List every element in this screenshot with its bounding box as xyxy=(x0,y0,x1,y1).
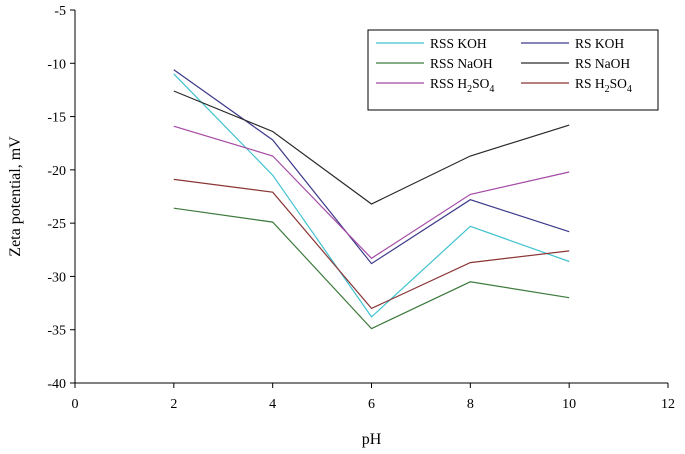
y-tick-label: -40 xyxy=(47,377,66,392)
series-line-rss-koh xyxy=(173,73,570,318)
series-line-rs-koh xyxy=(173,69,570,265)
x-tick-label: 8 xyxy=(467,397,474,412)
y-tick-label: -25 xyxy=(47,217,66,232)
x-tick-label: 12 xyxy=(661,397,675,412)
legend-label-rs-naoh: RS NaOH xyxy=(575,56,630,71)
y-axis-title: Zeta potential, mV xyxy=(7,136,24,257)
plot-area: 0 2 4 6 8 10 12 -40 -35 -30 -25 -20 -15 -10 -5 xyxy=(47,4,675,412)
x-ticks: 0 2 4 6 8 10 12 xyxy=(72,383,675,412)
legend-label-rss-h2so4: RSS H2SO4 xyxy=(430,76,494,95)
y-ticks: -40 -35 -30 -25 -20 -15 -10 -5 xyxy=(47,4,75,392)
series-line-rs-h2so4 xyxy=(173,178,570,310)
x-tick-label: 4 xyxy=(269,397,276,412)
y-tick-label: -5 xyxy=(54,4,66,19)
x-tick-label: 0 xyxy=(72,397,79,412)
legend: RSS KOH RS KOH RSS NaOH RS NaOH RSS H2SO4 RS … xyxy=(367,29,659,111)
legend-label-rss-naoh: RSS NaOH xyxy=(430,56,493,71)
legend-label-rs-koh: RS KOH xyxy=(575,36,624,51)
legend-label-rs-h2so4: RS H2SO4 xyxy=(575,76,632,95)
x-tick-label: 6 xyxy=(368,397,375,412)
series-line-rs-naoh xyxy=(173,90,570,205)
y-tick-label: -20 xyxy=(47,164,66,179)
series-lines xyxy=(173,69,570,330)
series-line-rss-h2so4 xyxy=(173,125,570,260)
y-tick-label: -30 xyxy=(47,270,66,285)
y-tick-label: -10 xyxy=(47,57,66,72)
series-line-rss-naoh xyxy=(173,207,570,330)
y-tick-label: -15 xyxy=(47,111,66,126)
y-tick-label: -35 xyxy=(47,324,66,339)
x-axis-title: pH xyxy=(362,431,382,448)
x-tick-label: 10 xyxy=(562,397,576,412)
legend-label-rss-koh: RSS KOH xyxy=(430,36,487,51)
x-tick-label: 2 xyxy=(170,397,177,412)
